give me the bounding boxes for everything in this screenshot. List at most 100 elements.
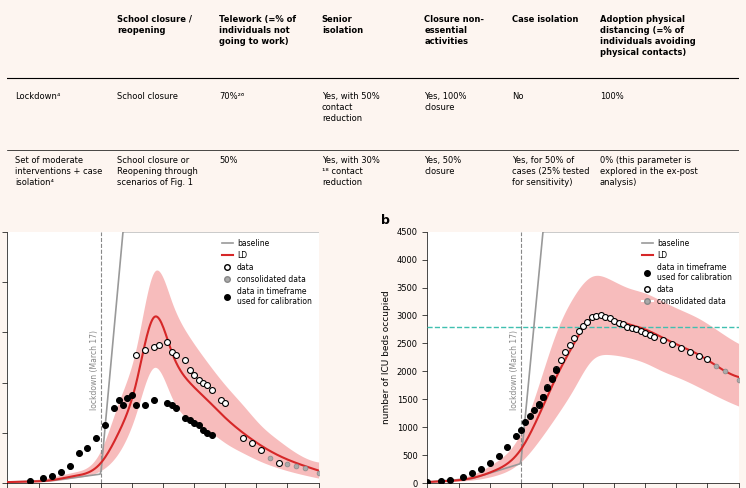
Point (630, 325, 642, 333)
Point (81, 444, 93, 452)
Point (510, 432, 522, 440)
Point (131, 401, 142, 409)
Point (621, 323, 633, 330)
Point (192, 376, 204, 384)
Text: No: No (512, 92, 524, 101)
Point (608, 317, 620, 325)
Point (201, 381, 213, 389)
Point (188, 419, 200, 427)
Point (255, 447, 267, 454)
Point (537, 393, 549, 401)
Point (533, 401, 545, 409)
Point (37, 474, 49, 482)
Point (299, 464, 311, 472)
Point (237, 434, 249, 442)
Text: Yes, 50%
closure: Yes, 50% closure (424, 156, 462, 176)
Point (719, 367, 731, 375)
Text: lockdown (March 17): lockdown (March 17) (90, 330, 98, 410)
Point (692, 352, 704, 360)
Point (272, 459, 284, 467)
Text: School closure: School closure (117, 92, 178, 101)
Point (99, 421, 111, 429)
Point (457, 473, 469, 481)
Point (206, 386, 218, 394)
Point (153, 341, 165, 349)
Point (170, 351, 182, 359)
Text: Telework (=% of
individuals not
going to work): Telework (=% of individuals not going to… (219, 15, 297, 46)
Point (179, 356, 191, 364)
Text: Set of moderate
interventions + case
isolation⁴: Set of moderate interventions + case iso… (15, 156, 102, 187)
Point (148, 344, 160, 351)
Point (197, 427, 209, 434)
Point (675, 344, 687, 352)
Point (555, 356, 567, 364)
Point (586, 313, 598, 321)
Point (644, 331, 656, 339)
Point (648, 333, 660, 341)
Point (184, 366, 195, 374)
Point (140, 346, 151, 354)
Point (90, 434, 102, 442)
Point (272, 459, 284, 467)
Point (313, 469, 325, 477)
Point (188, 371, 200, 379)
Text: lockdown (March 17): lockdown (March 17) (510, 330, 518, 410)
Point (421, 478, 433, 486)
Point (113, 396, 125, 404)
Point (551, 365, 562, 372)
Point (546, 374, 558, 382)
Point (542, 384, 554, 392)
Point (179, 414, 191, 422)
Point (474, 465, 486, 473)
Point (483, 459, 495, 467)
Point (161, 338, 173, 346)
Text: 70%²⁶: 70%²⁶ (219, 92, 245, 101)
Point (692, 352, 704, 360)
Point (528, 407, 540, 414)
Point (683, 348, 695, 356)
Text: b: b (380, 214, 389, 226)
Text: Lockdown⁴: Lockdown⁴ (15, 92, 60, 101)
Point (546, 375, 558, 383)
Text: School closure /
reopening: School closure / reopening (117, 15, 192, 35)
Point (206, 431, 218, 439)
Point (72, 449, 84, 457)
Point (573, 327, 585, 335)
Text: 100%: 100% (600, 92, 624, 101)
Text: 50%: 50% (219, 156, 238, 165)
Point (577, 322, 589, 329)
Point (24, 477, 36, 485)
Point (219, 399, 231, 407)
Point (126, 391, 138, 399)
Point (560, 348, 571, 356)
Text: Yes, 100%
closure: Yes, 100% closure (424, 92, 467, 112)
Point (255, 447, 267, 454)
Point (263, 454, 275, 462)
Point (215, 396, 227, 404)
Point (131, 351, 142, 359)
Point (46, 472, 58, 480)
Point (612, 319, 624, 326)
Point (581, 318, 593, 326)
Text: Closure non-
essential
activities: Closure non- essential activities (424, 15, 484, 46)
Text: Senior
isolation: Senior isolation (322, 15, 363, 35)
Point (599, 313, 611, 321)
Point (201, 429, 213, 437)
Point (675, 344, 687, 352)
Y-axis label: number of ICU beds occupied: number of ICU beds occupied (382, 290, 391, 424)
Point (617, 321, 629, 328)
Point (148, 396, 160, 404)
Point (63, 462, 75, 469)
Point (666, 340, 678, 348)
Point (515, 426, 527, 434)
Point (170, 404, 182, 411)
Point (564, 341, 576, 348)
Point (492, 452, 504, 460)
Text: School closure or
Reopening through
scenarios of Fig. 1: School closure or Reopening through scen… (117, 156, 198, 187)
Point (542, 383, 554, 391)
Point (246, 439, 258, 447)
Point (551, 366, 562, 374)
Point (140, 401, 151, 409)
Point (590, 312, 602, 320)
Text: Yes, for 50% of
cases (25% tested
for sensitivity): Yes, for 50% of cases (25% tested for se… (512, 156, 589, 187)
